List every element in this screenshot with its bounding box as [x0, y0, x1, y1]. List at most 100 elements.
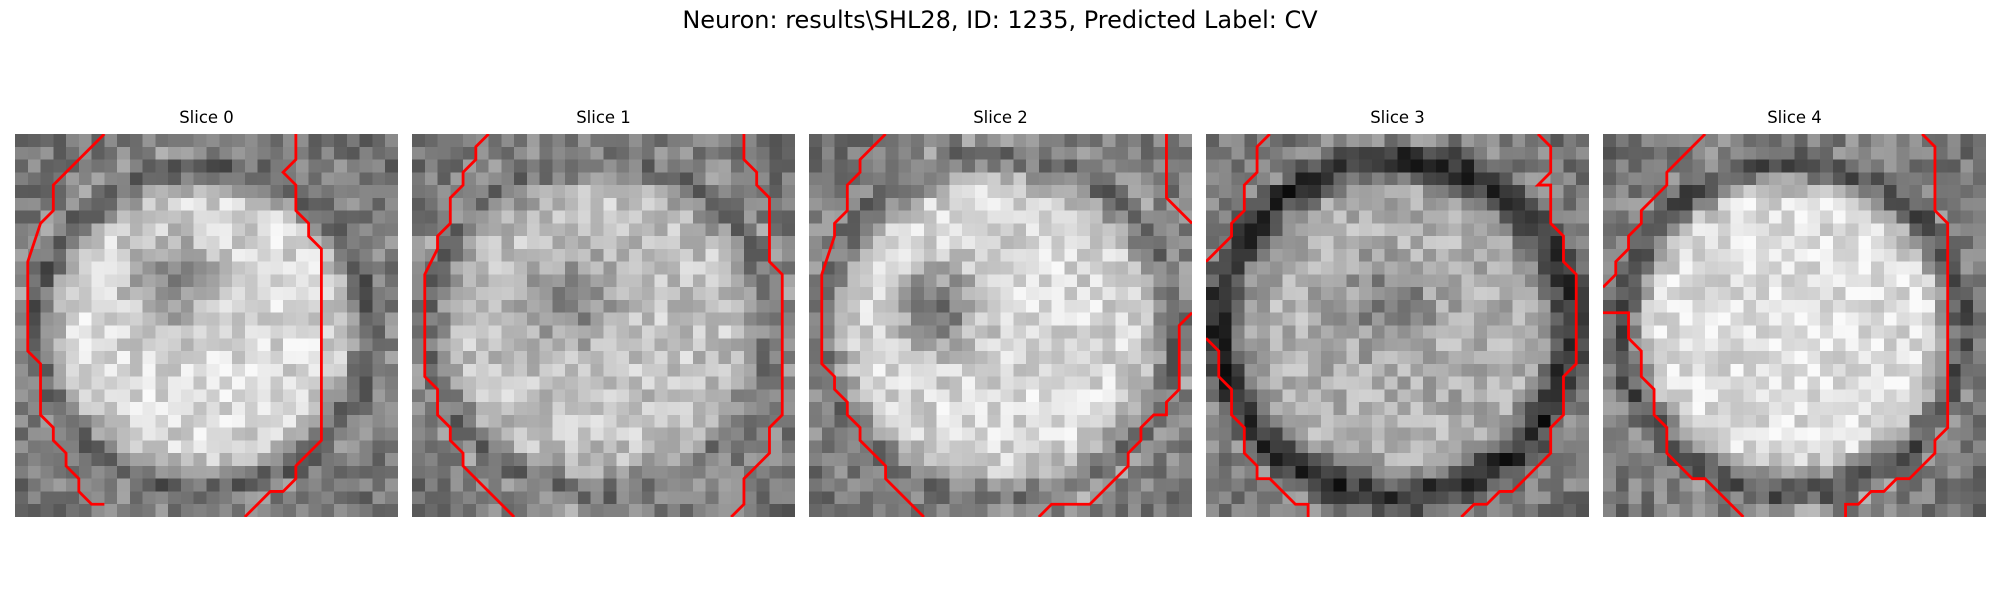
image-pixel	[244, 287, 258, 301]
image-pixel	[1603, 159, 1617, 173]
image-pixel	[860, 363, 874, 377]
image-pixel	[334, 134, 348, 148]
image-pixel	[847, 312, 861, 326]
image-pixel	[667, 363, 681, 377]
image-pixel	[514, 325, 528, 339]
image-pixel	[1845, 376, 1859, 390]
image-pixel	[488, 159, 502, 173]
image-pixel	[654, 414, 668, 428]
image-pixel	[834, 376, 848, 390]
image-pixel	[450, 389, 464, 403]
image-pixel	[66, 287, 80, 301]
image-pixel	[1871, 274, 1885, 288]
image-pixel	[53, 274, 67, 288]
image-pixel	[603, 134, 617, 148]
image-pixel	[1410, 287, 1424, 301]
image-pixel	[949, 146, 963, 160]
image-pixel	[1013, 172, 1027, 186]
image-pixel	[244, 465, 258, 479]
image-pixel	[1153, 172, 1167, 186]
image-pixel	[1397, 261, 1411, 275]
image-pixel	[911, 248, 925, 262]
image-pixel	[206, 389, 220, 403]
image-pixel	[1883, 299, 1897, 313]
image-pixel	[552, 210, 566, 224]
image-pixel	[1461, 325, 1475, 339]
image-pixel	[923, 248, 937, 262]
image-pixel	[1128, 287, 1142, 301]
image-pixel	[437, 287, 451, 301]
image-pixel	[1922, 248, 1936, 262]
image-pixel	[641, 453, 655, 467]
image-pixel	[321, 414, 335, 428]
image-pixel	[1654, 389, 1668, 403]
image-pixel	[1269, 351, 1283, 365]
image-pixel	[385, 134, 398, 148]
image-pixel	[15, 312, 29, 326]
image-pixel	[1922, 197, 1936, 211]
image-pixel	[270, 299, 284, 313]
image-pixel	[1486, 453, 1500, 467]
image-pixel	[1486, 414, 1500, 428]
image-pixel	[1909, 440, 1923, 454]
image-pixel	[743, 299, 757, 313]
image-pixel	[782, 210, 795, 224]
image-pixel	[731, 197, 745, 211]
image-pixel	[270, 351, 284, 365]
image-pixel	[1218, 185, 1232, 199]
image-pixel	[450, 414, 464, 428]
image-pixel	[1871, 440, 1885, 454]
image-pixel	[654, 287, 668, 301]
image-pixel	[654, 440, 668, 454]
image-pixel	[860, 427, 874, 441]
image-pixel	[1947, 312, 1961, 326]
image-pixel	[743, 134, 757, 148]
image-pixel	[1679, 312, 1693, 326]
image-pixel	[1051, 261, 1065, 275]
image-pixel	[53, 491, 67, 505]
image-pixel	[1603, 223, 1617, 237]
image-pixel	[501, 427, 515, 441]
image-pixel	[1038, 453, 1052, 467]
image-pixel	[1537, 389, 1551, 403]
image-pixel	[168, 261, 182, 275]
image-pixel	[475, 210, 489, 224]
image-pixel	[1794, 299, 1808, 313]
image-pixel	[1896, 453, 1910, 467]
image-pixel	[885, 159, 899, 173]
image-pixel	[1153, 453, 1167, 467]
image-pixel	[1692, 427, 1706, 441]
image-pixel	[577, 414, 591, 428]
image-pixel	[885, 325, 899, 339]
image-pixel	[1794, 172, 1808, 186]
image-pixel	[718, 351, 732, 365]
image-pixel	[1781, 504, 1795, 517]
image-pixel	[1269, 440, 1283, 454]
image-pixel	[295, 159, 309, 173]
image-pixel	[1807, 325, 1821, 339]
image-pixel	[987, 299, 1001, 313]
image-pixel	[1448, 351, 1462, 365]
image-pixel	[1743, 274, 1757, 288]
image-pixel	[1115, 504, 1129, 517]
image-pixel	[232, 274, 246, 288]
image-pixel	[1883, 414, 1897, 428]
image-pixel	[743, 210, 757, 224]
image-pixel	[437, 299, 451, 313]
image-pixel	[629, 134, 643, 148]
image-pixel	[1013, 299, 1027, 313]
image-pixel	[1474, 414, 1488, 428]
image-pixel	[834, 274, 848, 288]
image-pixel	[1717, 465, 1731, 479]
image-pixel	[334, 299, 348, 313]
image-pixel	[359, 491, 373, 505]
image-pixel	[206, 478, 220, 492]
image-pixel	[1679, 440, 1693, 454]
image-pixel	[705, 389, 719, 403]
image-pixel	[577, 325, 591, 339]
image-pixel	[1435, 134, 1449, 148]
image-pixel	[705, 274, 719, 288]
image-pixel	[1371, 197, 1385, 211]
image-pixel	[1346, 325, 1360, 339]
image-pixel	[1371, 261, 1385, 275]
